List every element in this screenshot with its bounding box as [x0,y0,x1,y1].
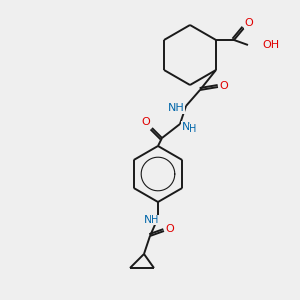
Text: N: N [144,215,152,225]
Text: H: H [151,215,159,225]
Text: O: O [166,224,174,234]
Text: OH: OH [262,40,279,50]
Text: N: N [182,122,190,132]
Text: NH: NH [168,103,184,113]
Text: O: O [244,18,253,28]
Text: H: H [189,124,197,134]
Text: O: O [220,81,228,91]
Text: O: O [142,117,150,127]
